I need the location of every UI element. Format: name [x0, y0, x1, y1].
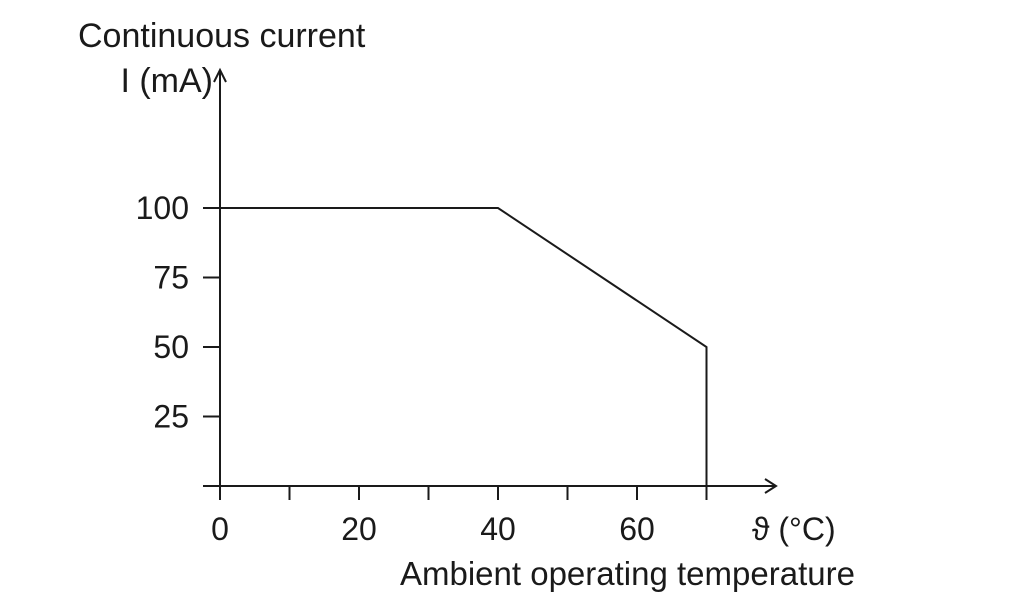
y-tick-label-25: 25 — [153, 399, 189, 435]
x-tick-label-40: 40 — [480, 511, 516, 547]
axis-ticks — [203, 207, 708, 500]
axis-tick-labels: 0 20 40 60 25 50 75 100 — [136, 190, 655, 547]
x-axis-title: Ambient operating temperature — [400, 555, 855, 592]
y-axis-unit-label: I (mA) — [120, 62, 213, 100]
derating-curve — [220, 207, 708, 486]
y-tick-label-50: 50 — [153, 329, 189, 365]
x-tick-label-20: 20 — [341, 511, 377, 547]
x-axis-unit-label: ϑ (°C) — [752, 511, 836, 547]
y-axis-arrow — [213, 67, 227, 83]
y-tick-label-100: 100 — [136, 190, 189, 226]
y-tick-label-75: 75 — [153, 260, 189, 296]
x-tick-label-0: 0 — [211, 511, 229, 547]
y-axis-title: Continuous current — [78, 17, 366, 55]
x-axis-arrow — [764, 478, 778, 494]
series-layer — [220, 207, 708, 486]
x-tick-label-60: 60 — [619, 511, 655, 547]
